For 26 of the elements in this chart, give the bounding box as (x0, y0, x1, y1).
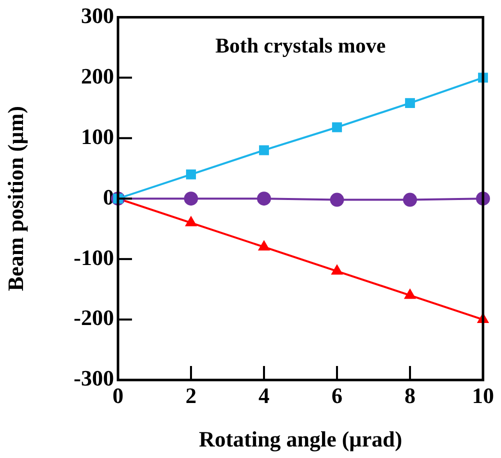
point (258, 240, 270, 250)
y-tick-label: 200 (81, 63, 114, 88)
y-tick-label: -100 (74, 244, 114, 270)
y-tick-label: 300 (81, 2, 114, 28)
point (257, 192, 271, 206)
point (403, 192, 417, 207)
x-tick-label: 10 (472, 382, 494, 408)
point (184, 192, 198, 206)
x-tick-label: 8 (404, 382, 416, 408)
point (405, 98, 415, 108)
x-tick-label: 2 (186, 382, 196, 408)
x-tick-label: 4 (258, 382, 270, 408)
point (186, 169, 196, 180)
point (330, 192, 344, 207)
x-tick-label: 6 (332, 382, 342, 408)
y-tick-label: -200 (74, 305, 114, 330)
point (184, 216, 198, 226)
point (259, 145, 269, 156)
y-axis-title: Beam position (µm) (2, 106, 28, 292)
point (330, 264, 344, 275)
x-axis-title: Rotating angle (µrad) (198, 426, 402, 452)
point (332, 122, 342, 132)
y-tick-label: 100 (81, 124, 114, 149)
annotation: Both crystals move (215, 34, 386, 58)
y-tick-label: -300 (74, 366, 114, 391)
point (404, 288, 416, 299)
